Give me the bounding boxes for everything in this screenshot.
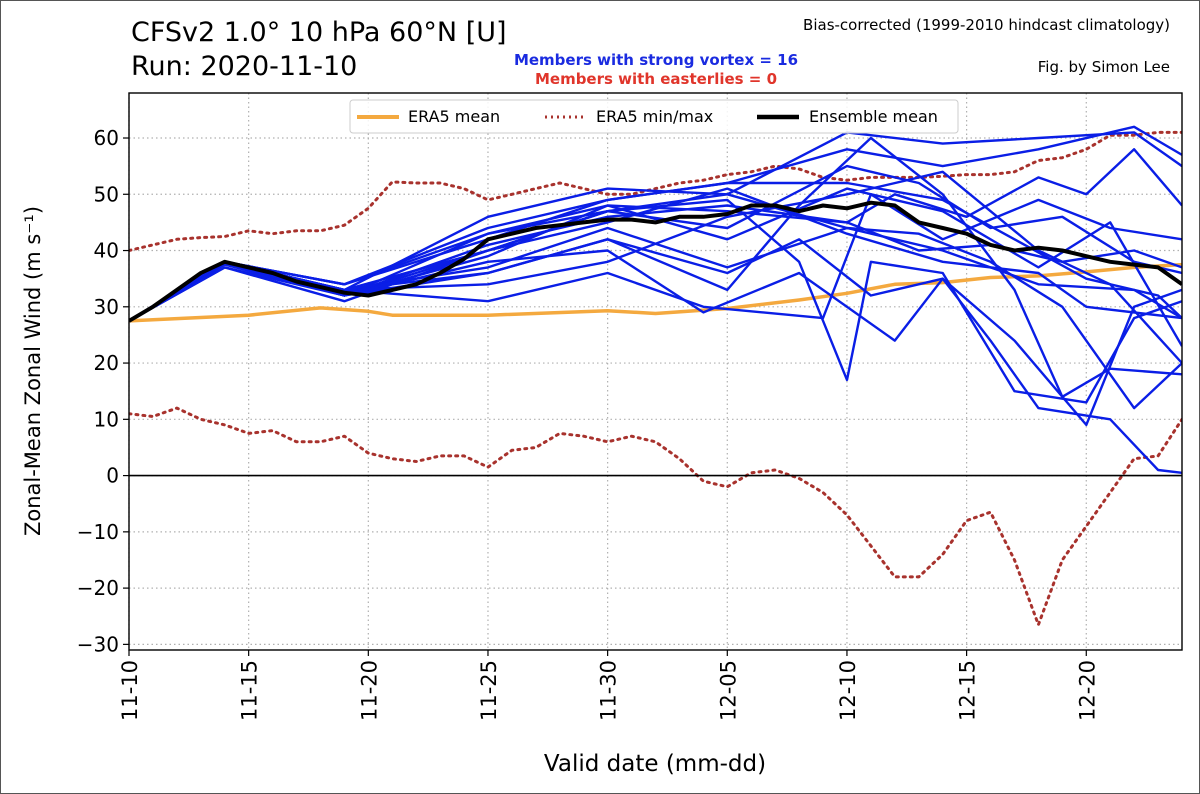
member-line-2 [129, 131, 1182, 322]
era5-max-line [129, 130, 1182, 252]
bias-note: Bias-corrected (1999-2010 hindcast clima… [803, 16, 1170, 34]
x-tick-label: 12-10 [836, 660, 860, 721]
member-line-9 [129, 136, 1182, 398]
member-line-10 [129, 170, 1182, 364]
strong-vortex-count: Members with strong vortex = 16 [513, 51, 799, 69]
axes: −30 −20 −10 0 10 20 30 40 50 60 11-10 11-15 11-20 11-… [77, 126, 1099, 721]
x-tick-label: 11-25 [477, 660, 501, 721]
plot-area [128, 92, 1183, 651]
era5-mean-line [129, 262, 1182, 323]
x-tick-label: 11-20 [357, 660, 381, 721]
y-tick-label: 40 [94, 239, 119, 263]
legend-era5-minmax: ERA5 min/max [596, 107, 713, 126]
series-group [129, 125, 1182, 627]
legend-era5-mean: ERA5 mean [408, 107, 500, 126]
x-tick-label: 12-20 [1075, 660, 1099, 721]
member-line-15 [129, 164, 1182, 322]
x-tick-label: 11-30 [597, 660, 621, 721]
y-tick-label: −30 [77, 632, 119, 656]
x-tick-label: 11-10 [118, 660, 142, 721]
y-tick-label: 0 [106, 464, 119, 488]
legend-box [349, 99, 959, 134]
member-line-14 [129, 181, 1182, 322]
y-tick-label: −10 [77, 520, 119, 544]
member-line-6 [129, 198, 1182, 404]
y-tick-label: 10 [94, 407, 119, 431]
x-tick-label: 12-05 [716, 660, 740, 721]
y-tick-label: −20 [77, 576, 119, 600]
run-date: Run: 2020-11-10 [131, 51, 358, 82]
y-tick-label: 30 [94, 295, 119, 319]
grid [128, 93, 1182, 650]
member-line-3 [129, 148, 1182, 322]
x-tick-label: 12-15 [956, 660, 980, 721]
y-tick-label: 20 [94, 351, 119, 375]
era5-min-line [129, 406, 1182, 627]
easterlies-count: Members with easterlies = 0 [534, 70, 778, 88]
x-axis-label: Valid date (mm-dd) [544, 751, 766, 777]
member-line-11 [129, 226, 1182, 410]
byline: Fig. by Simon Lee [1037, 58, 1170, 76]
member-line-5 [129, 187, 1182, 322]
chart-title: CFSv2 1.0° 10 hPa 60°N [U] [131, 17, 507, 48]
y-tick-label: 60 [94, 126, 119, 150]
x-tick-label: 11-15 [238, 660, 262, 721]
y-axis-label: Zonal-Mean Zonal Wind (m s⁻¹) [21, 206, 45, 536]
legend-ensemble-mean: Ensemble mean [809, 107, 938, 126]
ensemble-mean-line [129, 200, 1182, 323]
legend: ERA5 mean ERA5 min/max Ensemble mean [349, 99, 959, 134]
member-line-7 [129, 238, 1182, 427]
y-tick-label: 50 [94, 182, 119, 206]
